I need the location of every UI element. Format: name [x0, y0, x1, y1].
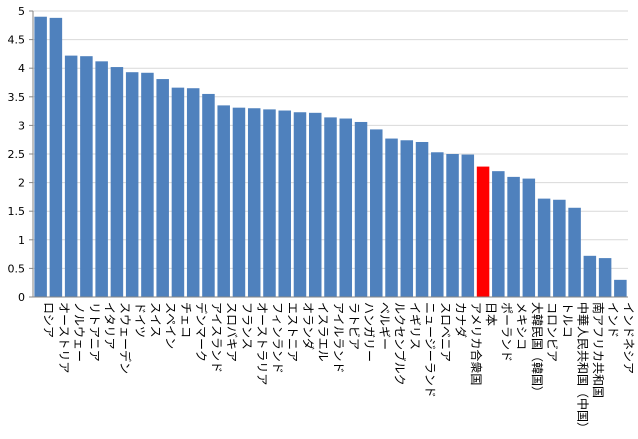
bar [217, 105, 230, 297]
y-tick-label: 0.5 [8, 262, 26, 275]
y-tick-label: 3 [18, 119, 25, 132]
bar [156, 79, 169, 298]
bar [125, 72, 139, 297]
x-category-label: インド [606, 302, 620, 338]
x-category-label: リトアニア [87, 302, 101, 362]
x-category-label: ドイツ [133, 302, 147, 338]
x-category-label: イスラエル [316, 302, 330, 362]
x-category-label: メキシコ [515, 302, 529, 350]
bar [385, 138, 398, 297]
bar [110, 67, 124, 297]
bar [492, 171, 505, 297]
bar [324, 117, 337, 297]
bar [461, 154, 475, 297]
x-category-label: コロンビア [545, 302, 559, 362]
x-category-label: アイルランド [332, 302, 346, 373]
y-tick-label: 1 [18, 234, 25, 247]
x-category-label: スペイン [164, 302, 178, 349]
bar [278, 110, 291, 297]
bar [476, 166, 490, 297]
x-category-label: ロシア [42, 302, 56, 338]
y-tick-label: 5 [18, 5, 25, 18]
x-category-label: スイス [148, 302, 162, 338]
bar [263, 109, 276, 297]
x-category-label: エストニア [286, 302, 300, 362]
bars [34, 16, 627, 298]
x-category-label: 日本 [484, 302, 498, 326]
x-category-label: スロベニア [438, 302, 452, 362]
bar [141, 72, 154, 297]
bar [568, 207, 581, 297]
x-category-label: スロバキア [225, 302, 239, 362]
x-category-label: 中華人民共和国（中国） [576, 302, 591, 434]
bar [247, 108, 261, 298]
x-category-label: 南アフリカ共和国 [591, 302, 606, 398]
y-tick-label: 2 [18, 177, 25, 190]
y-tick-label: 0 [18, 291, 25, 304]
x-category-label: デンマーク [194, 302, 209, 362]
y-tick-label: 3.5 [8, 91, 26, 104]
bar [34, 16, 47, 297]
x-category-label: インドネシア [621, 302, 635, 374]
x-category-label: イギリス [408, 302, 422, 350]
x-category-label: トルコ [560, 302, 574, 338]
bar [583, 255, 597, 297]
x-category-label: ベルギー [377, 302, 391, 350]
x-axis-category-labels: ロシア オーストリア ノルウェー リトアニア イタリア スウェーデン ドイツ スイス スペインチ… [42, 302, 636, 434]
x-category-label: オーストリア [57, 302, 71, 373]
x-category-label: 大韓民国（韓国） [530, 302, 544, 398]
y-tick-label: 2.5 [8, 148, 26, 161]
bar [553, 199, 566, 297]
x-category-label: オランダ [301, 302, 316, 350]
bar [186, 88, 200, 297]
bar [308, 112, 322, 297]
bar [354, 121, 368, 297]
y-tick-label: 1.5 [8, 205, 26, 218]
bar [64, 55, 78, 298]
x-category-label: イタリア [103, 302, 117, 350]
bar [370, 129, 383, 297]
bar [95, 61, 108, 297]
bar [80, 56, 93, 297]
y-axis-ticks: 0 0.5 1 1.5 2 2.5 3 3.5 4 4.5 5 [8, 5, 33, 304]
bar [537, 198, 551, 297]
x-category-label: フィンランド [270, 302, 284, 374]
x-category-label: ハンガリー [362, 302, 376, 362]
x-category-label: フランス [240, 302, 254, 350]
x-category-label: ポーランド [499, 302, 513, 362]
bar [202, 93, 215, 297]
x-category-label: チェコ [179, 302, 193, 338]
x-category-label: ノルウェー [72, 302, 86, 362]
x-category-label: オーストラリア [255, 302, 269, 385]
bar [598, 258, 612, 297]
y-tick-label: 4 [18, 62, 25, 75]
bar [446, 154, 459, 297]
bar [293, 112, 307, 297]
bar [415, 141, 429, 297]
bar [232, 107, 246, 297]
bar [431, 152, 444, 297]
x-category-label: ルクセンブルク [393, 302, 408, 386]
bar [339, 118, 353, 297]
y-tick-label: 4.5 [8, 34, 26, 47]
x-category-label: カナダ [454, 302, 469, 338]
bar [522, 178, 536, 297]
bar [507, 176, 520, 297]
bar [400, 140, 414, 297]
x-category-label: ラトビア [347, 302, 361, 350]
x-category-label: スウェーデン [118, 302, 133, 374]
x-category-label: アメリカ合衆国 [469, 302, 484, 385]
bar [614, 279, 627, 297]
x-category-label: ニュージーランド [423, 302, 437, 398]
bar [171, 87, 185, 297]
bar [49, 17, 63, 297]
x-category-label: アイスランド [209, 302, 223, 373]
